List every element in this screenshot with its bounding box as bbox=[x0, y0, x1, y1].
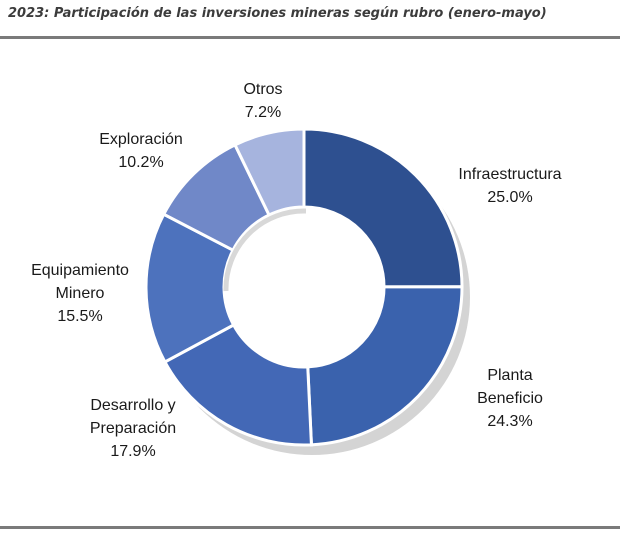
slice-label: Exploración 10.2% bbox=[99, 131, 183, 171]
donut-slice bbox=[302, 127, 464, 289]
donut-hole bbox=[225, 208, 383, 366]
donut-slice bbox=[306, 285, 464, 447]
slice-label: Otros 7.2% bbox=[243, 81, 282, 121]
donut-slice bbox=[232, 127, 306, 218]
slice-label: Planta Beneficio 24.3% bbox=[477, 367, 543, 430]
slice-label: Equipamiento Minero 15.5% bbox=[31, 262, 129, 325]
slice-label: Desarrollo y Preparación 17.9% bbox=[90, 397, 176, 460]
bottom-divider bbox=[0, 526, 620, 529]
top-divider bbox=[0, 36, 620, 39]
chart-title: 2023: Participación de las inversiones m… bbox=[8, 6, 547, 21]
donut-inner-shade bbox=[223, 208, 307, 292]
donut-chart: Infraestructura 25.0% Planta Beneficio 24.3%… bbox=[31, 81, 562, 460]
slice-label: Infraestructura 25.0% bbox=[458, 166, 561, 206]
